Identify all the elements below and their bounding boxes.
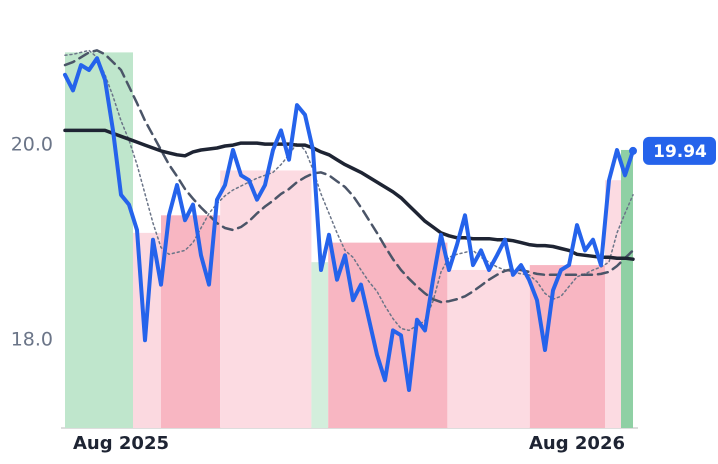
band bbox=[65, 52, 133, 428]
x-tick-label: Aug 2026 bbox=[529, 433, 625, 454]
band bbox=[311, 262, 329, 428]
band bbox=[220, 170, 312, 428]
band bbox=[621, 149, 633, 428]
series-line bbox=[64, 49, 634, 332]
series-line bbox=[63, 56, 635, 392]
y-tick-label: 20.0 bbox=[11, 134, 53, 156]
value-badge bbox=[643, 136, 716, 165]
series-line bbox=[63, 128, 635, 261]
y-tick-label: 18.0 bbox=[11, 329, 53, 351]
last-point bbox=[629, 146, 637, 155]
series-line bbox=[63, 49, 635, 304]
band bbox=[447, 269, 530, 428]
band bbox=[605, 180, 621, 428]
x-tick-label: Aug 2025 bbox=[73, 433, 169, 454]
last-value-label: 19.94 bbox=[653, 142, 707, 162]
band bbox=[529, 265, 605, 428]
